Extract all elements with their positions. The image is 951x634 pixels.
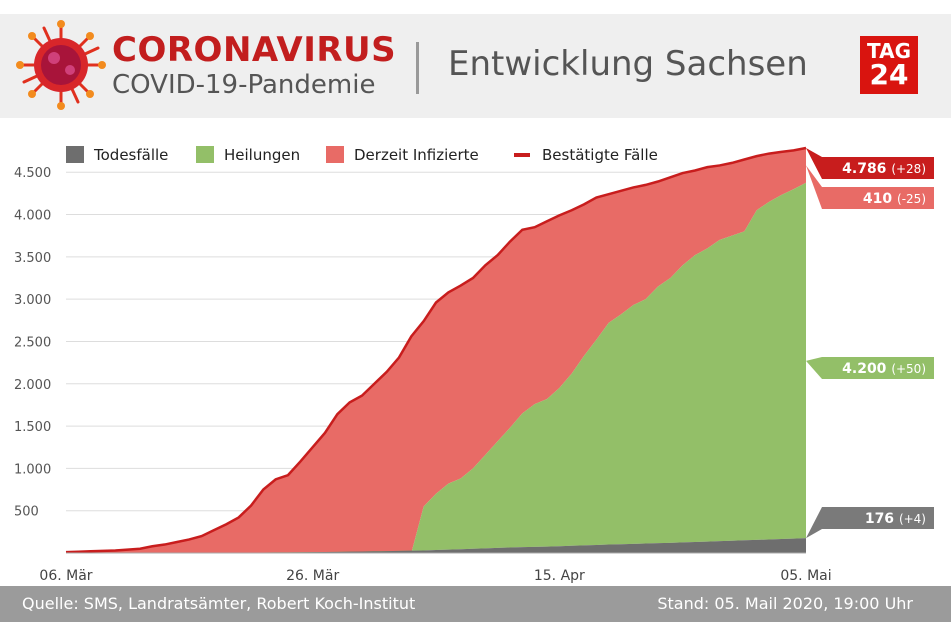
header: CORONAVIRUS COVID-19-Pandemie Entwicklun…	[0, 14, 951, 118]
end-label-box	[822, 187, 934, 209]
y-tick-label: 2.000	[14, 378, 51, 393]
header-divider	[416, 42, 419, 94]
region-title: Entwicklung Sachsen	[448, 44, 808, 84]
infected-area	[66, 148, 806, 553]
page-title: CORONAVIRUS	[112, 30, 397, 70]
legend-label: Bestätigte Fälle	[542, 146, 658, 164]
end-label-text: 410 (-25)	[863, 191, 926, 207]
axes: 500 1.000 1.500 2.000 2.500 3.000 3.500 4.000 4.…	[14, 166, 832, 584]
confirmed-line	[65, 146, 807, 554]
end-label-box	[822, 507, 934, 529]
legend-label: Todesfälle	[93, 146, 168, 164]
end-label-delta: (+28)	[891, 162, 926, 176]
legend-label: Derzeit Infizierte	[354, 146, 479, 164]
legend-label: Heilungen	[224, 146, 300, 164]
end-label-pointer	[806, 165, 822, 209]
end-label-pointer	[806, 148, 822, 179]
footer: Quelle: SMS, Landratsämter, Robert Koch-…	[0, 586, 951, 622]
chart-areas	[65, 146, 807, 554]
y-tick-label: 1.500	[14, 420, 51, 435]
timestamp-text: Stand: 05. Mail 2020, 19:00 Uhr	[657, 594, 913, 613]
virus-icon	[16, 20, 106, 110]
y-tick-label: 3.000	[14, 293, 51, 308]
end-label-text: 176 (+4)	[865, 511, 926, 527]
end-label-delta: (-25)	[897, 192, 926, 206]
tag24-logo: TAG 24	[860, 36, 918, 94]
end-label-box	[822, 157, 934, 179]
end-label-box	[822, 357, 934, 379]
end-label-text: 4.786 (+28)	[842, 161, 926, 177]
logo-text-24: 24	[869, 58, 909, 91]
legend-swatch	[196, 146, 214, 163]
end-label-value: 4.786	[842, 161, 891, 177]
end-label-pointer	[806, 507, 822, 539]
end-labels: 4.786 (+28) 410 (-25) 4.200 (+50) 176 (+4)	[806, 148, 934, 539]
y-tick-label: 4.500	[14, 166, 51, 181]
x-tick-label: 26. Mär	[286, 568, 339, 584]
x-tick-label: 15. Apr	[534, 568, 585, 584]
end-label-value: 4.200	[842, 361, 891, 377]
legend: Todesfälle Heilungen Derzeit Infizierte Bes…	[66, 146, 658, 164]
source-text: Quelle: SMS, Landratsämter, Robert Koch-…	[22, 594, 416, 613]
area-chart: 500 1.000 1.500 2.000 2.500 3.000 3.500 4.000 4.…	[14, 146, 934, 584]
y-tick-label: 3.500	[14, 251, 51, 266]
y-tick-label: 2.500	[14, 335, 51, 350]
x-tick-label: 05. Mai	[780, 568, 831, 584]
deaths-area	[66, 538, 806, 553]
x-tick-label: 06. Mär	[39, 568, 92, 584]
legend-swatch	[66, 146, 84, 163]
recovered-area	[66, 182, 806, 553]
end-label-value: 176	[865, 511, 899, 527]
y-tick-label: 4.000	[14, 209, 51, 224]
legend-swatch	[326, 146, 344, 163]
y-tick-label: 1.000	[14, 462, 51, 477]
end-label-delta: (+4)	[899, 512, 926, 526]
y-tick-label: 500	[14, 505, 39, 520]
logo-text-tag: TAG	[867, 39, 911, 63]
page-subtitle: COVID-19-Pandemie	[112, 70, 376, 100]
end-label-delta: (+50)	[891, 362, 926, 376]
end-label-text: 4.200 (+50)	[842, 361, 926, 377]
end-label-value: 410	[863, 191, 897, 207]
end-label-pointer	[806, 357, 822, 379]
legend-swatch	[514, 153, 530, 157]
